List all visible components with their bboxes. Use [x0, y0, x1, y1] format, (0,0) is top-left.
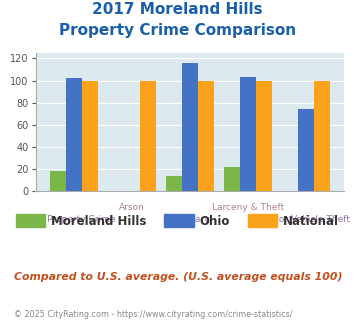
- Bar: [314, 81, 330, 191]
- Bar: [82, 81, 98, 191]
- Text: © 2025 CityRating.com - https://www.cityrating.com/crime-statistics/: © 2025 CityRating.com - https://www.city…: [14, 310, 293, 319]
- Bar: [165, 176, 182, 191]
- Text: Property Crime Comparison: Property Crime Comparison: [59, 23, 296, 38]
- Text: Compared to U.S. average. (U.S. average equals 100): Compared to U.S. average. (U.S. average …: [14, 272, 343, 282]
- Text: Arson: Arson: [119, 203, 145, 212]
- Text: All Property Crime: All Property Crime: [33, 215, 115, 224]
- Bar: [256, 81, 272, 191]
- Text: Larceny & Theft: Larceny & Theft: [212, 203, 284, 212]
- Bar: [66, 78, 82, 191]
- Legend: Moreland Hills, Ohio, National: Moreland Hills, Ohio, National: [11, 210, 344, 233]
- Bar: [182, 63, 198, 191]
- Bar: [198, 81, 214, 191]
- Text: Burglary: Burglary: [171, 215, 209, 224]
- Bar: [224, 167, 240, 191]
- Bar: [240, 77, 256, 191]
- Text: Motor Vehicle Theft: Motor Vehicle Theft: [262, 215, 350, 224]
- Bar: [140, 81, 156, 191]
- Bar: [50, 172, 66, 191]
- Text: 2017 Moreland Hills: 2017 Moreland Hills: [92, 2, 263, 16]
- Bar: [298, 109, 314, 191]
